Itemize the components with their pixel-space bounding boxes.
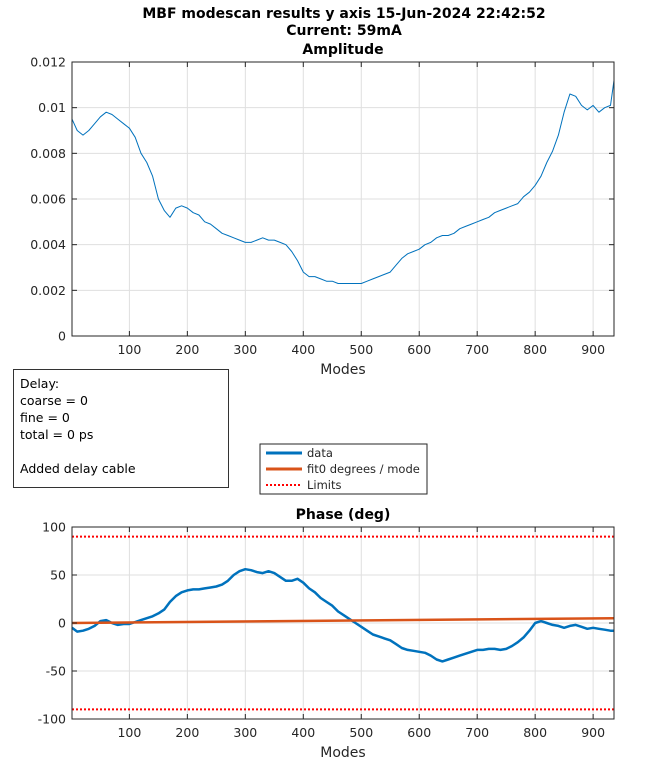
phase-fit-line [71, 616, 615, 625]
phase-xtick-label-500: 500 [349, 725, 373, 740]
amplitude-xtick-label-400: 400 [291, 342, 315, 357]
phase-xtick-label-700: 700 [465, 725, 489, 740]
legend-label-limits: Limits [307, 478, 342, 492]
phase-ytick-label-2: 0 [58, 616, 66, 631]
phase-xtick-label-300: 300 [233, 725, 257, 740]
legend: data fit0 degrees / mode Limits [259, 443, 428, 495]
info-line-blank [20, 443, 228, 460]
amplitude-xtick-label-300: 300 [233, 342, 257, 357]
amplitude-ytick-label-5: 0.01 [38, 100, 66, 115]
amplitude-ytick-label-2: 0.004 [30, 237, 66, 252]
amplitude-xlabel: Modes [320, 362, 365, 378]
phase-ytick-label-4: 100 [42, 520, 66, 535]
phase-xtick-label-100: 100 [117, 725, 141, 740]
phase-xtick-label-200: 200 [175, 725, 199, 740]
phase-ytick-label-1: -50 [46, 664, 66, 679]
phase-xlabel: Modes [320, 745, 365, 761]
phase-ytick-label-3: 50 [50, 568, 66, 583]
amplitude-ytick-label-6: 0.012 [30, 55, 66, 70]
phase-xtick-label-600: 600 [407, 725, 431, 740]
phase-ytick-label-0: -100 [38, 712, 66, 727]
info-line-delay: Delay: [20, 376, 60, 391]
amplitude-ytick-label-4: 0.008 [30, 146, 66, 161]
phase-data-line [71, 567, 614, 663]
delay-info-box: Delay: coarse = 0 fine = 0 total = 0 ps … [13, 369, 229, 488]
legend-label-data: data [307, 446, 333, 460]
legend-label-fit: fit0 degrees / mode [307, 462, 420, 476]
phase-axes: 100 200 300 400 500 600 700 800 900 -100 -50 0 50 100… [38, 507, 615, 761]
amplitude-series-line [71, 80, 615, 284]
amplitude-ytick-label-1: 0.002 [30, 283, 66, 298]
figure-subtitle: Current: 59mA [286, 23, 402, 39]
amplitude-axes: 100 200 300 400 500 600 700 800 900 0 0.002 0.004 0.… [30, 42, 615, 378]
amplitude-ytick-label-3: 0.006 [30, 192, 66, 207]
amplitude-xtick-label-200: 200 [175, 342, 199, 357]
phase-xtick-label-800: 800 [523, 725, 547, 740]
amplitude-xtick-label-500: 500 [349, 342, 373, 357]
info-line-fine: fine = 0 [20, 410, 70, 425]
amplitude-xtick-label-100: 100 [117, 342, 141, 357]
info-line-coarse: coarse = 0 [20, 393, 88, 408]
phase-xtick-label-900: 900 [581, 725, 605, 740]
amplitude-xtick-label-700: 700 [465, 342, 489, 357]
phase-xtick-label-400: 400 [291, 725, 315, 740]
info-line-total: total = 0 ps [20, 427, 94, 442]
amplitude-title: Amplitude [302, 42, 383, 58]
figure-title: MBF modescan results y axis 15-Jun-2024 … [142, 6, 545, 22]
info-line-cable: Added delay cable [20, 461, 136, 476]
amplitude-ytick-label-0: 0 [58, 329, 66, 344]
amplitude-xtick-label-900: 900 [581, 342, 605, 357]
phase-title: Phase (deg) [296, 507, 391, 523]
amplitude-xtick-label-600: 600 [407, 342, 431, 357]
amplitude-xtick-label-800: 800 [523, 342, 547, 357]
